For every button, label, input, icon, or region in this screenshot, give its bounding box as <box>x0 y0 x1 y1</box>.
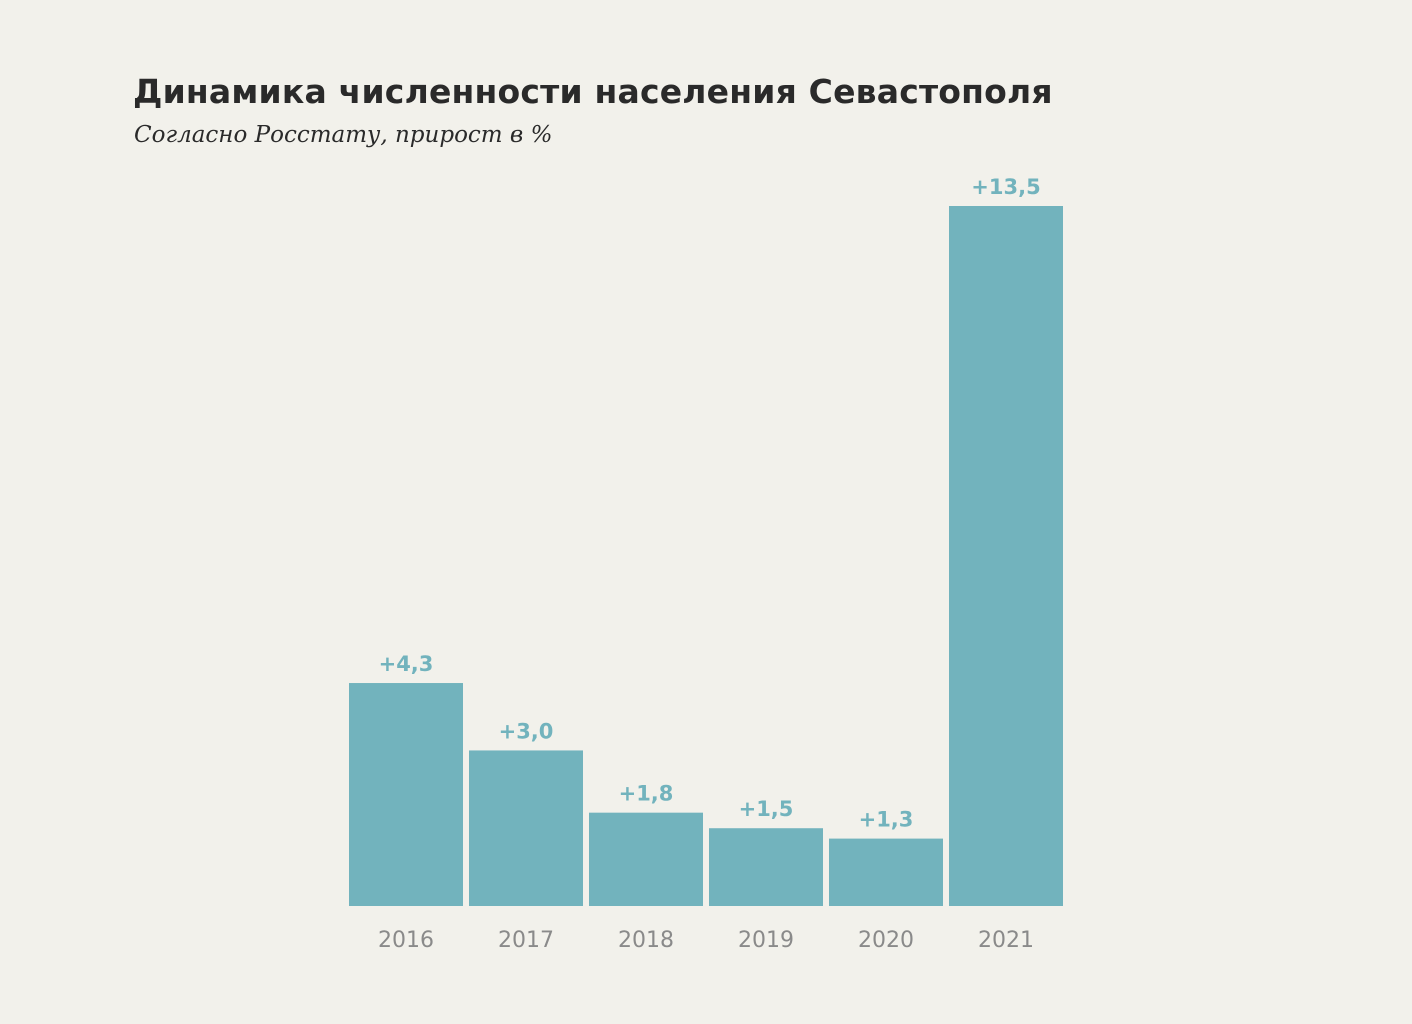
x-tick-label-2016: 2016 <box>378 928 434 953</box>
x-tick-label-2017: 2017 <box>498 928 554 953</box>
value-label-2017: +3,0 <box>499 719 554 743</box>
bar-2016 <box>349 683 463 906</box>
x-tick-label-2021: 2021 <box>978 928 1034 953</box>
bar-2019 <box>709 828 823 906</box>
value-label-2021: +13,5 <box>971 175 1040 199</box>
value-label-2016: +4,3 <box>379 652 434 676</box>
x-tick-label-2018: 2018 <box>618 928 674 953</box>
bar-2017 <box>469 750 583 906</box>
x-tick-label-2020: 2020 <box>858 928 914 953</box>
value-label-2019: +1,5 <box>739 797 794 821</box>
bar-2018 <box>589 812 703 906</box>
bar-2020 <box>829 838 943 906</box>
value-label-2020: +1,3 <box>859 808 914 832</box>
chart-subtitle: Согласно Росстату, прирост в % <box>134 122 553 148</box>
bar-2021 <box>949 206 1063 906</box>
value-label-2018: +1,8 <box>619 782 674 806</box>
chart-title: Динамика численности населения Севастопо… <box>133 72 1053 111</box>
x-tick-label-2019: 2019 <box>738 928 794 953</box>
